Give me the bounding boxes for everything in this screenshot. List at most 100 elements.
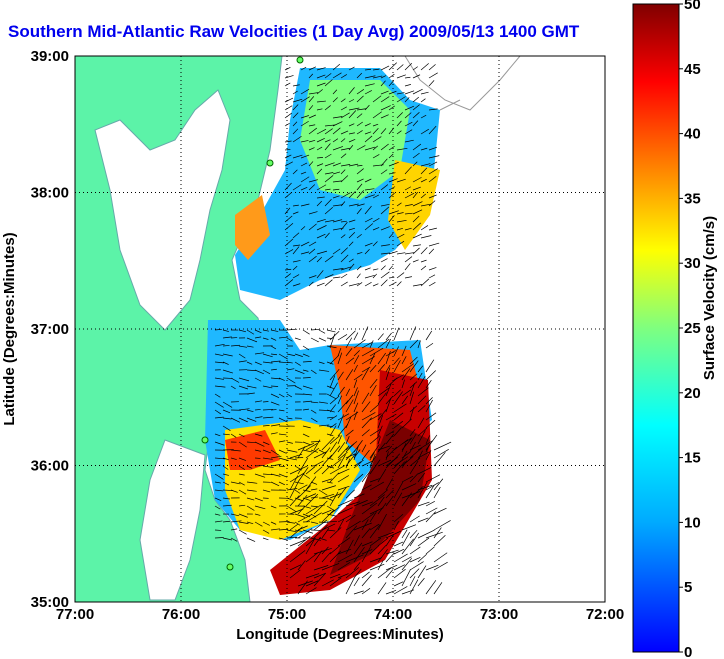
velocity-arrow [420, 247, 428, 255]
velocity-arrow [417, 395, 427, 405]
velocity-arrow [278, 336, 288, 339]
velocity-arrow [292, 204, 299, 207]
velocity-arrow [385, 364, 391, 373]
velocity-arrow [305, 476, 317, 491]
velocity-arrow [332, 63, 341, 71]
velocity-arrow [420, 265, 427, 271]
velocity-arrow [337, 435, 342, 445]
velocity-arrow [337, 518, 345, 531]
velocity-arrow [297, 506, 306, 515]
velocity-arrow [393, 541, 404, 547]
velocity-arrow [433, 552, 448, 563]
velocity-arrow [329, 441, 338, 453]
velocity-arrow [316, 82, 326, 87]
velocity-arrow [254, 473, 266, 478]
velocity-arrow [313, 536, 321, 547]
velocity-arrow [420, 259, 427, 263]
velocity-arrow [308, 139, 316, 143]
velocity-arrow [428, 108, 438, 111]
velocity-arrow [425, 397, 433, 405]
velocity-arrow [353, 339, 366, 349]
velocity-arrow [313, 500, 328, 515]
x-axis-label: Longitude (Degrees:Minutes) [236, 626, 444, 643]
velocity-arrow [369, 507, 384, 515]
velocity-arrow [409, 406, 415, 421]
velocity-arrow [308, 73, 314, 79]
velocity-arrow [324, 73, 332, 79]
velocity-arrow [289, 539, 307, 547]
velocity-arrow [345, 449, 356, 461]
velocity-arrow [308, 223, 317, 231]
velocity-arrow [404, 204, 413, 207]
velocity-arrow [417, 517, 429, 523]
velocity-arrow [337, 514, 352, 523]
velocity-arrow [348, 139, 356, 143]
velocity-arrow [254, 377, 262, 382]
velocity-arrow [329, 491, 339, 507]
velocity-arrow [433, 441, 452, 451]
velocity-arrow [361, 571, 370, 579]
velocity-arrow [246, 497, 255, 501]
velocity-arrow [369, 557, 383, 563]
velocity-arrow [364, 217, 373, 223]
velocity-arrow [246, 337, 258, 343]
velocity-arrow [393, 357, 400, 365]
velocity-arrow [361, 528, 371, 539]
y-axis-label: Latitude (Degrees:Minutes) [1, 232, 18, 425]
velocity-arrow [412, 152, 420, 159]
velocity-arrow [332, 248, 341, 255]
velocity-arrow [345, 525, 358, 539]
velocity-arrow [417, 365, 424, 373]
velocity-arrow [302, 425, 311, 429]
velocity-arrow [420, 235, 432, 239]
velocity-arrow [356, 89, 365, 95]
velocity-arrow [337, 554, 353, 563]
velocity-arrow [324, 143, 331, 151]
velocity-arrow [297, 580, 308, 595]
velocity-arrow [321, 478, 332, 483]
velocity-arrow [377, 387, 390, 397]
velocity-arrow [356, 95, 364, 103]
y-tick-label: 36:00 [31, 458, 69, 475]
colorbar-tick-label: 45 [684, 61, 701, 78]
velocity-arrow [364, 205, 372, 215]
velocity-arrow [385, 397, 392, 413]
velocity-arrow [361, 449, 370, 461]
velocity-arrow [420, 167, 428, 175]
velocity-arrow [270, 424, 281, 427]
velocity-arrow [372, 154, 380, 159]
velocity-arrow [262, 401, 269, 403]
velocity-arrow [214, 473, 224, 480]
velocity-arrow [297, 535, 311, 547]
velocity-arrow [222, 353, 233, 357]
velocity-arrow [369, 352, 376, 365]
velocity-arrow [353, 542, 363, 555]
velocity-arrow [297, 467, 309, 483]
velocity-arrow [401, 524, 417, 531]
velocity-arrow [284, 273, 291, 279]
velocity-arrow [377, 425, 383, 437]
velocity-arrow [401, 491, 421, 499]
velocity-arrow [332, 276, 341, 279]
velocity-arrow [353, 522, 372, 531]
velocity-arrow [308, 241, 317, 247]
velocity-arrow [353, 350, 360, 357]
velocity-arrow [396, 212, 404, 215]
velocity-arrow [305, 447, 320, 459]
velocity-arrow [286, 505, 297, 512]
velocity-arrow [222, 409, 231, 414]
velocity-arrow [308, 179, 318, 183]
velocity-arrow [385, 367, 391, 381]
velocity-arrow [318, 401, 328, 404]
velocity-arrow [254, 329, 262, 334]
velocity-arrow [364, 123, 371, 127]
velocity-arrow [353, 364, 358, 373]
velocity-arrow [385, 351, 391, 365]
velocity-arrow [369, 523, 380, 531]
velocity-arrow [337, 562, 351, 571]
velocity-arrow [238, 360, 247, 363]
velocity-arrow [324, 139, 331, 143]
y-tick-label: 37:00 [31, 321, 69, 338]
velocity-arrow [340, 201, 346, 207]
velocity-arrow [278, 417, 288, 423]
